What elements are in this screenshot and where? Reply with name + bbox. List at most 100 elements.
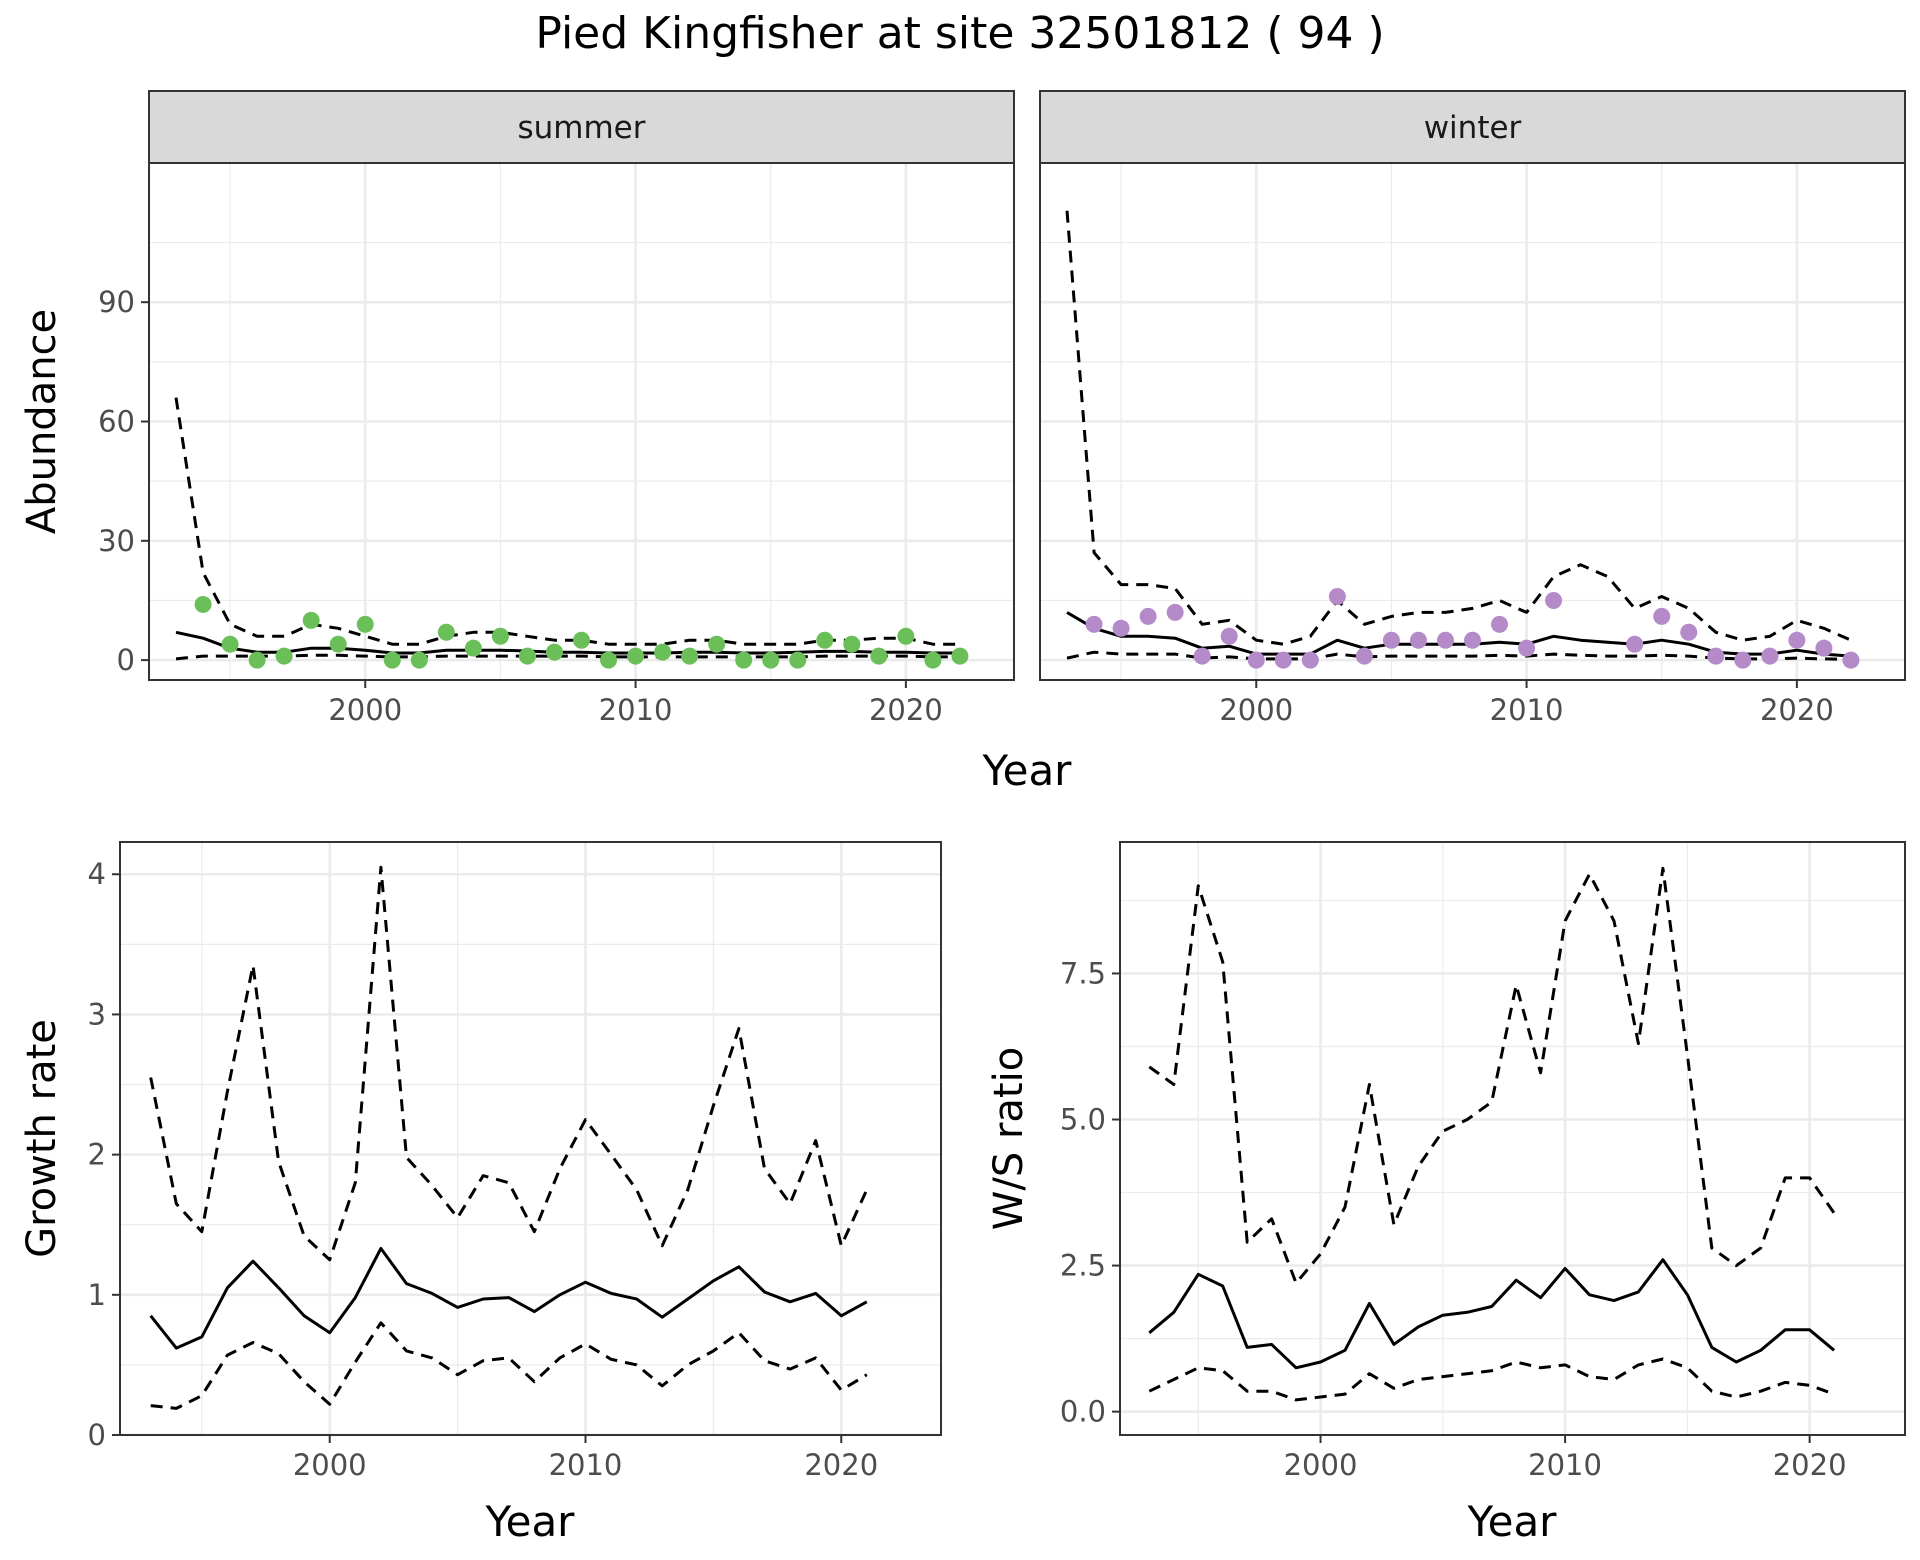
data-point xyxy=(1409,631,1427,649)
data-point xyxy=(843,635,861,653)
facet-strip xyxy=(1039,90,1906,164)
data-point xyxy=(762,651,780,669)
y-tick-label: 4 xyxy=(88,857,106,891)
chart-panel-2: 2000 2010 2020 0 1 2 3 4 Growth rate Year xyxy=(19,841,942,1546)
data-point xyxy=(1247,651,1265,669)
data-point xyxy=(789,651,807,669)
data-point xyxy=(1220,627,1238,645)
data-point xyxy=(1842,651,1860,669)
y-axis-label: Growth rate xyxy=(19,1019,65,1258)
y-tick-label: 2 xyxy=(88,1138,106,1172)
series-line-solid-0 xyxy=(1148,1258,1836,1370)
data-point xyxy=(627,647,645,665)
x-tick-label: 2020 xyxy=(804,1448,878,1482)
data-point xyxy=(951,647,969,665)
x-tick-label: 2020 xyxy=(1773,1448,1847,1482)
y-tick-label: 2.5 xyxy=(1060,1249,1106,1283)
facet-strip xyxy=(148,90,1015,164)
data-point xyxy=(383,651,401,669)
data-point xyxy=(1112,619,1130,637)
panel-border xyxy=(1119,841,1906,1436)
y-tick-label: 0 xyxy=(88,1418,106,1452)
plot-background xyxy=(120,842,941,1435)
data-point xyxy=(1707,647,1725,665)
data-point xyxy=(1139,607,1157,625)
x-tick-label: 2010 xyxy=(599,693,673,727)
data-point xyxy=(1680,623,1698,641)
data-point xyxy=(1464,631,1481,649)
data-point xyxy=(464,639,482,657)
data-point xyxy=(924,651,942,669)
x-tick-label: 2000 xyxy=(1219,693,1293,727)
data-point xyxy=(302,611,320,629)
data-point xyxy=(275,647,293,665)
data-point xyxy=(410,651,428,669)
data-point xyxy=(654,643,672,661)
series-line-dashed-2 xyxy=(150,1321,868,1410)
y-tick-label: 0 xyxy=(117,643,135,677)
chart-panel-3: 2000 2010 2020 0.0 2.5 5.0 7.5 W/S ratio Year xyxy=(986,841,1906,1546)
series-line-dashed-2 xyxy=(1148,1357,1835,1402)
data-point xyxy=(491,627,509,645)
x-axis-label: Year xyxy=(485,1497,576,1546)
y-tick-label: 90 xyxy=(98,285,135,319)
data-point xyxy=(545,643,563,661)
data-point xyxy=(1626,635,1644,653)
data-point xyxy=(1274,651,1292,669)
y-tick-label: 60 xyxy=(98,405,135,439)
data-point xyxy=(708,635,726,653)
facet-label: summer xyxy=(517,110,645,146)
data-point xyxy=(356,615,374,633)
data-point xyxy=(1193,647,1211,665)
data-point xyxy=(1382,631,1400,649)
x-tick-label: 2010 xyxy=(1528,1448,1602,1482)
data-point xyxy=(1518,639,1536,657)
data-point xyxy=(221,635,239,653)
series-line-dashed-1 xyxy=(149,865,869,1262)
x-tick-label: 2020 xyxy=(869,693,943,727)
y-axis-label: W/S ratio xyxy=(986,1047,1032,1230)
x-tick-label: 2000 xyxy=(328,693,402,727)
data-point xyxy=(600,651,618,669)
x-tick-label: 2010 xyxy=(549,1448,623,1482)
data-point xyxy=(897,627,915,645)
data-point xyxy=(437,623,455,641)
data-point xyxy=(1653,607,1671,625)
data-point xyxy=(1328,587,1346,605)
series-line-dashed-1 xyxy=(1148,866,1836,1285)
y-tick-label: 1 xyxy=(88,1278,106,1312)
y-tick-label: 3 xyxy=(88,997,106,1031)
x-tick-label: 2020 xyxy=(1760,693,1834,727)
data-point xyxy=(1436,631,1454,649)
data-point xyxy=(816,631,834,649)
data-point xyxy=(1301,651,1319,669)
x-tick-label: 2010 xyxy=(1490,693,1564,727)
x-tick-label: 2000 xyxy=(1284,1448,1358,1482)
x-axis-label: Year xyxy=(982,746,1073,795)
data-point xyxy=(735,651,753,669)
data-point xyxy=(1734,651,1752,669)
data-point xyxy=(573,631,590,649)
data-point xyxy=(1166,603,1184,621)
chart-panel-0: summer 2000 2010 2020 0 30 60 90 Abundance xyxy=(19,90,1015,727)
series-line-dashed-2 xyxy=(175,653,960,661)
data-point xyxy=(1815,639,1833,657)
chart-panel-1: winter 2000 2010 2020 Year xyxy=(982,90,1906,795)
x-axis-label: Year xyxy=(1467,1497,1558,1546)
y-tick-label: 0.0 xyxy=(1060,1395,1106,1429)
data-point xyxy=(518,647,536,665)
series-line-solid-0 xyxy=(149,1247,868,1350)
y-axis-label: Abundance xyxy=(19,309,65,534)
plot-background xyxy=(1120,842,1905,1435)
data-point xyxy=(681,647,699,665)
data-point xyxy=(1085,615,1103,633)
data-point xyxy=(870,647,888,665)
data-point xyxy=(1788,631,1806,649)
data-point xyxy=(248,651,266,669)
data-point xyxy=(1545,591,1563,609)
data-point xyxy=(194,595,212,613)
data-point xyxy=(329,635,347,653)
x-tick-label: 2000 xyxy=(293,1448,367,1482)
